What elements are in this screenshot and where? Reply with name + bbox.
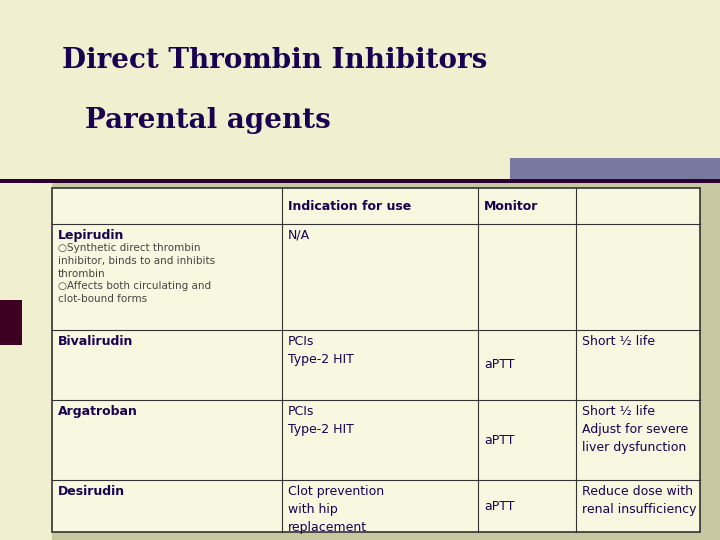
Bar <box>0 300 22 345</box>
Bar <box>0 179 720 183</box>
Text: Bivalirudin: Bivalirudin <box>58 335 133 348</box>
Text: aPTT: aPTT <box>484 359 515 372</box>
Text: Reduce dose with
renal insufficiency: Reduce dose with renal insufficiency <box>582 485 696 516</box>
Text: Monitor: Monitor <box>484 199 539 213</box>
Text: Lepirudin: Lepirudin <box>58 229 125 242</box>
Text: Short ½ life
Adjust for severe
liver dysfunction: Short ½ life Adjust for severe liver dys… <box>582 405 688 454</box>
Text: Short ½ life: Short ½ life <box>582 335 655 348</box>
Text: Direct Thrombin Inhibitors: Direct Thrombin Inhibitors <box>62 46 487 73</box>
Bar <box>0 0 720 180</box>
Text: PCIs
Type-2 HIT: PCIs Type-2 HIT <box>288 335 354 366</box>
Text: aPTT: aPTT <box>484 500 515 512</box>
Text: Parental agents: Parental agents <box>85 106 330 133</box>
Text: Clot prevention
with hip
replacement: Clot prevention with hip replacement <box>288 485 384 534</box>
Bar <box>510 158 720 180</box>
Text: PCIs
Type-2 HIT: PCIs Type-2 HIT <box>288 405 354 436</box>
Text: Argatroban: Argatroban <box>58 405 138 418</box>
Text: ○Synthetic direct thrombin
inhibitor, binds to and inhibits
thrombin
○Affects bo: ○Synthetic direct thrombin inhibitor, bi… <box>58 243 215 304</box>
Text: aPTT: aPTT <box>484 434 515 447</box>
Text: Indication for use: Indication for use <box>288 199 411 213</box>
Text: N/A: N/A <box>288 229 310 242</box>
Text: Desirudin: Desirudin <box>58 485 125 498</box>
Bar <box>52 188 700 532</box>
Bar <box>0 180 52 540</box>
